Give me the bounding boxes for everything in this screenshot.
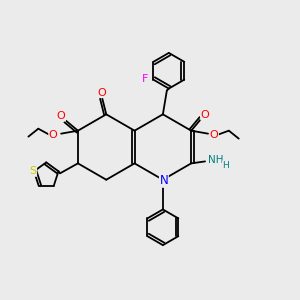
Text: O: O [210,130,218,140]
Text: O: O [201,110,209,120]
Text: N: N [160,174,168,187]
Text: H: H [223,161,229,170]
Text: O: O [57,111,65,121]
Text: F: F [142,74,148,84]
Text: S: S [29,166,37,176]
Text: O: O [49,130,58,140]
Text: NH: NH [208,155,224,165]
Text: O: O [97,88,106,98]
